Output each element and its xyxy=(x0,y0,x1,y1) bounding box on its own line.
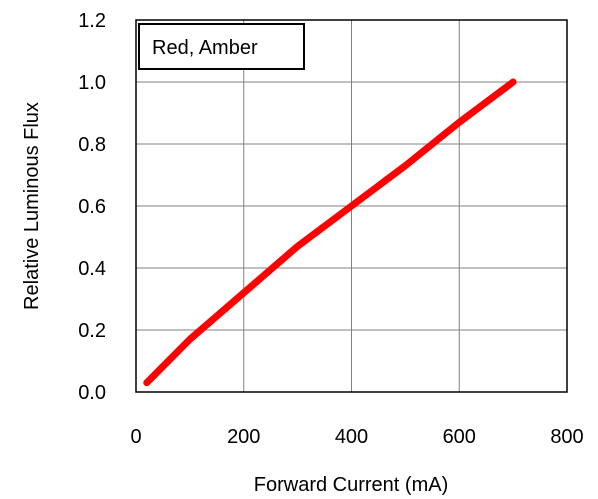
x-axis-title: Forward Current (mA) xyxy=(254,474,448,496)
y-tick-label: 1.2 xyxy=(78,10,106,32)
series-line xyxy=(143,78,517,387)
y-tick-label: 0.2 xyxy=(78,320,106,342)
x-tick-label: 600 xyxy=(443,426,476,448)
y-tick-label: 0.8 xyxy=(78,134,106,156)
y-tick-label: 0.0 xyxy=(78,382,106,404)
plot-area-border xyxy=(135,19,568,393)
x-tick-label: 400 xyxy=(335,426,368,448)
y-axis-title: Relative Luminous Flux xyxy=(21,102,43,310)
legend-box: Red, Amber xyxy=(138,23,305,70)
legend-label: Red, Amber xyxy=(152,37,258,59)
y-tick-label: 0.6 xyxy=(78,196,106,218)
y-tick-label: 0.4 xyxy=(78,258,106,280)
x-tick-label: 800 xyxy=(550,426,583,448)
x-tick-label: 200 xyxy=(227,426,260,448)
legend-frame xyxy=(138,23,305,70)
y-tick-label: 1.0 xyxy=(78,72,106,94)
x-tick-labels: 0 200 400 600 800 xyxy=(130,426,583,448)
y-tick-labels: 0.0 0.2 0.4 0.6 0.8 1.0 1.2 xyxy=(78,10,106,404)
x-tick-label: 0 xyxy=(130,426,141,448)
